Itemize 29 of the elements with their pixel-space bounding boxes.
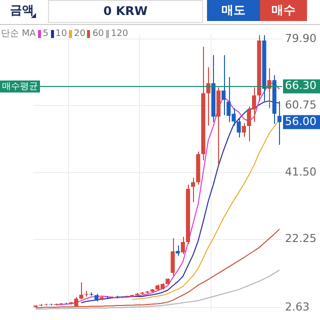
text: 매수	[260, 0, 307, 21]
legend-label: 120	[110, 28, 128, 38]
text: 매도	[207, 0, 260, 21]
legend-label: 5	[42, 28, 49, 38]
annotation: 56.00	[285, 114, 316, 128]
legend-label: 60	[92, 28, 104, 38]
candlestick	[252, 86, 256, 123]
annotation: 66.30	[285, 79, 316, 92]
candlestick	[246, 106, 251, 142]
candlestick	[170, 238, 175, 276]
candlestick	[180, 236, 185, 255]
y-tick-label: 79.90	[285, 32, 316, 45]
candlestick	[242, 122, 246, 138]
candlestick	[267, 68, 272, 109]
candlestick	[236, 118, 241, 138]
text: 0 KRW	[48, 0, 203, 23]
legend-label: 10	[56, 28, 67, 38]
candlestick	[206, 66, 210, 126]
y-tick-label: 60.75	[285, 98, 316, 112]
text: 금액	[0, 0, 44, 21]
legend-title: 단순 MA	[1, 28, 36, 40]
legend-label: 20	[74, 28, 86, 38]
candlestick	[176, 244, 180, 256]
y-tick-label: 2.63	[285, 300, 310, 314]
y-tick-label: 22.25	[285, 232, 316, 246]
y-tick-label: 41.50	[285, 165, 316, 178]
candlestick	[191, 177, 196, 203]
ref-line-label: 매수평균	[2, 82, 38, 92]
candlestick	[79, 282, 84, 300]
